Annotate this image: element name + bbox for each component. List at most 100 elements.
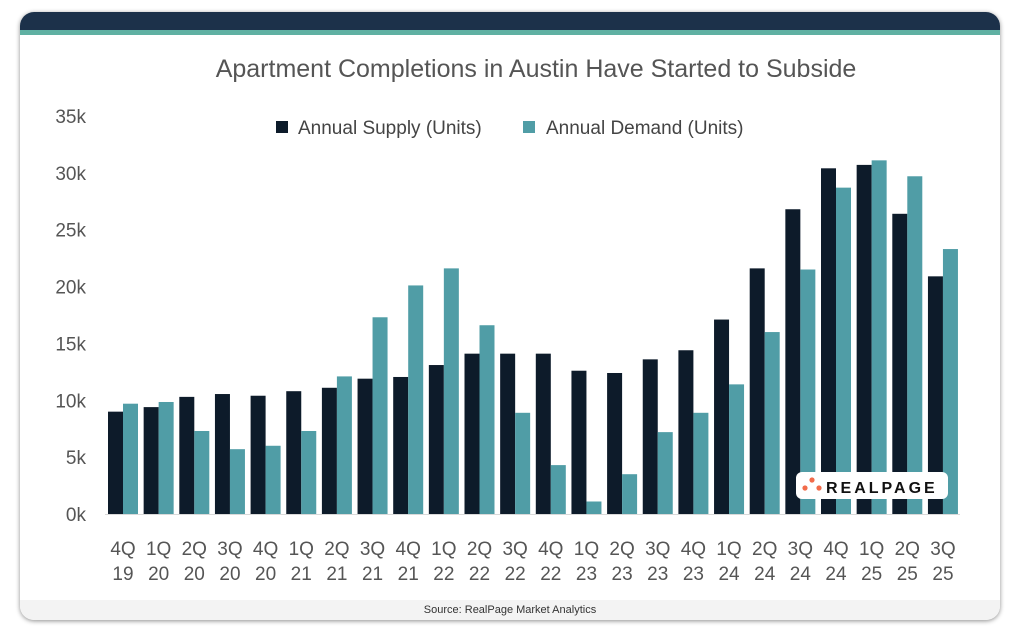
legend-label-demand: Annual Demand (Units) — [546, 118, 743, 139]
x-tick-label: 3Q — [930, 539, 955, 560]
x-axis: 4Q 19 1Q 20 2Q 20 3Q 20 4Q 20 1Q 21 2Q 21 3Q 21 4Q 21 1Q 22… — [110, 539, 955, 585]
x-tick-label: 1Q — [289, 539, 314, 560]
x-tick-label: 1Q — [146, 539, 171, 560]
bar-supply-4Q19 — [108, 411, 123, 514]
x-tick-label: 3Q — [502, 539, 527, 560]
x-tick-label: 4Q — [253, 539, 278, 560]
bar-demand-3Q25 — [942, 249, 958, 514]
bar-demand-4Q23 — [693, 412, 709, 514]
y-tick-label: 5k — [66, 448, 87, 469]
bar-demand-1Q22 — [443, 268, 459, 514]
x-tick-label: 21 — [362, 564, 383, 585]
bar-demand-2Q21 — [336, 376, 352, 514]
bar-supply-3Q22 — [500, 353, 516, 514]
x-tick-label: 22 — [505, 564, 526, 585]
x-tick-label: 21 — [398, 564, 419, 585]
bar-demand-1Q25 — [871, 160, 887, 514]
legend-label-supply: Annual Supply (Units) — [298, 118, 482, 139]
x-tick-label: 22 — [469, 564, 490, 585]
bar-supply-1Q24 — [714, 319, 730, 514]
bar-supply-1Q20 — [143, 407, 159, 514]
bar-demand-1Q24 — [729, 384, 745, 514]
x-tick-label: 2Q — [182, 539, 207, 560]
bar-supply-1Q25 — [856, 164, 872, 514]
bar-demand-2Q25 — [907, 176, 923, 515]
x-tick-label: 4Q — [681, 539, 706, 560]
x-tick-label: 1Q — [574, 539, 599, 560]
bar-supply-3Q23 — [642, 359, 658, 514]
y-tick-label: 25k — [55, 221, 86, 242]
bar-supply-1Q22 — [428, 365, 444, 514]
x-tick-label: 22 — [433, 564, 454, 585]
x-tick-label: 4Q — [396, 539, 421, 560]
bar-supply-3Q21 — [357, 378, 373, 514]
bar-supply-4Q21 — [393, 376, 409, 514]
y-tick-label: 20k — [55, 278, 86, 299]
x-tick-label: 24 — [790, 564, 812, 585]
bar-supply-4Q24 — [821, 168, 836, 514]
legend: Annual Supply (Units) Annual Demand (Uni… — [276, 118, 743, 139]
bar-supply-2Q20 — [179, 396, 195, 514]
x-tick-label: 19 — [112, 564, 133, 585]
bar-demand-3Q22 — [515, 412, 531, 514]
bar-demand-4Q22 — [550, 465, 566, 514]
header-accent-line — [20, 30, 1000, 35]
x-tick-label: 3Q — [360, 539, 385, 560]
bar-demand-4Q24 — [836, 187, 851, 514]
x-tick-label: 20 — [148, 564, 169, 585]
y-tick-label: 0k — [66, 505, 87, 526]
x-tick-label: 22 — [540, 564, 561, 585]
x-tick-label: 4Q — [110, 539, 135, 560]
bar-demand-1Q23 — [586, 501, 602, 514]
x-tick-label: 3Q — [217, 539, 242, 560]
x-tick-label: 25 — [932, 564, 953, 585]
x-tick-label: 20 — [255, 564, 276, 585]
x-tick-label: 1Q — [859, 539, 884, 560]
legend-swatch-supply — [276, 121, 288, 133]
x-tick-label: 21 — [291, 564, 312, 585]
bar-demand-2Q23 — [622, 474, 638, 514]
bar-supply-3Q25 — [927, 276, 943, 514]
x-tick-label: 23 — [647, 564, 668, 585]
source-note: Source: RealPage Market Analytics — [20, 600, 1000, 620]
bar-demand-3Q24 — [800, 269, 816, 514]
logo-text: REALPAGE — [826, 480, 938, 497]
bar-demand-4Q19 — [123, 403, 138, 514]
y-tick-label: 10k — [55, 391, 86, 412]
x-tick-label: 23 — [683, 564, 704, 585]
x-tick-label: 23 — [576, 564, 597, 585]
bar-supply-2Q22 — [464, 353, 480, 514]
x-tick-label: 2Q — [324, 539, 349, 560]
bar-supply-1Q23 — [571, 370, 587, 514]
x-tick-label: 20 — [184, 564, 205, 585]
x-tick-label: 3Q — [645, 539, 670, 560]
bar-supply-3Q24 — [785, 209, 801, 514]
bar-demand-1Q20 — [158, 401, 174, 514]
x-tick-label: 25 — [897, 564, 918, 585]
bar-supply-2Q23 — [607, 372, 623, 514]
x-tick-label: 1Q — [716, 539, 741, 560]
bar-demand-2Q20 — [194, 430, 210, 514]
x-tick-label: 20 — [219, 564, 240, 585]
bar-demand-1Q21 — [301, 430, 317, 514]
chart-title: Apartment Completions in Austin Have Sta… — [216, 55, 857, 83]
x-tick-label: 25 — [861, 564, 882, 585]
bar-chart: Apartment Completions in Austin Have Sta… — [55, 55, 960, 585]
y-axis: 0k 5k 10k 15k 20k 25k 30k 35k — [55, 107, 86, 526]
x-tick-label: 21 — [326, 564, 347, 585]
bar-demand-2Q22 — [479, 325, 495, 514]
x-tick-label: 23 — [612, 564, 633, 585]
legend-swatch-demand — [523, 121, 535, 133]
y-tick-label: 30k — [55, 164, 86, 185]
bar-supply-4Q23 — [678, 350, 694, 514]
bar-supply-2Q25 — [892, 213, 908, 514]
bar-demand-3Q23 — [657, 432, 673, 514]
bar-supply-4Q22 — [535, 353, 551, 514]
y-tick-label: 35k — [55, 107, 86, 128]
x-tick-label: 24 — [718, 564, 740, 585]
realpage-logo: REALPAGE — [796, 472, 948, 499]
bar-supply-2Q24 — [749, 268, 765, 514]
x-tick-label: 24 — [825, 564, 847, 585]
x-tick-label: 3Q — [788, 539, 813, 560]
bar-supply-2Q21 — [321, 387, 337, 514]
